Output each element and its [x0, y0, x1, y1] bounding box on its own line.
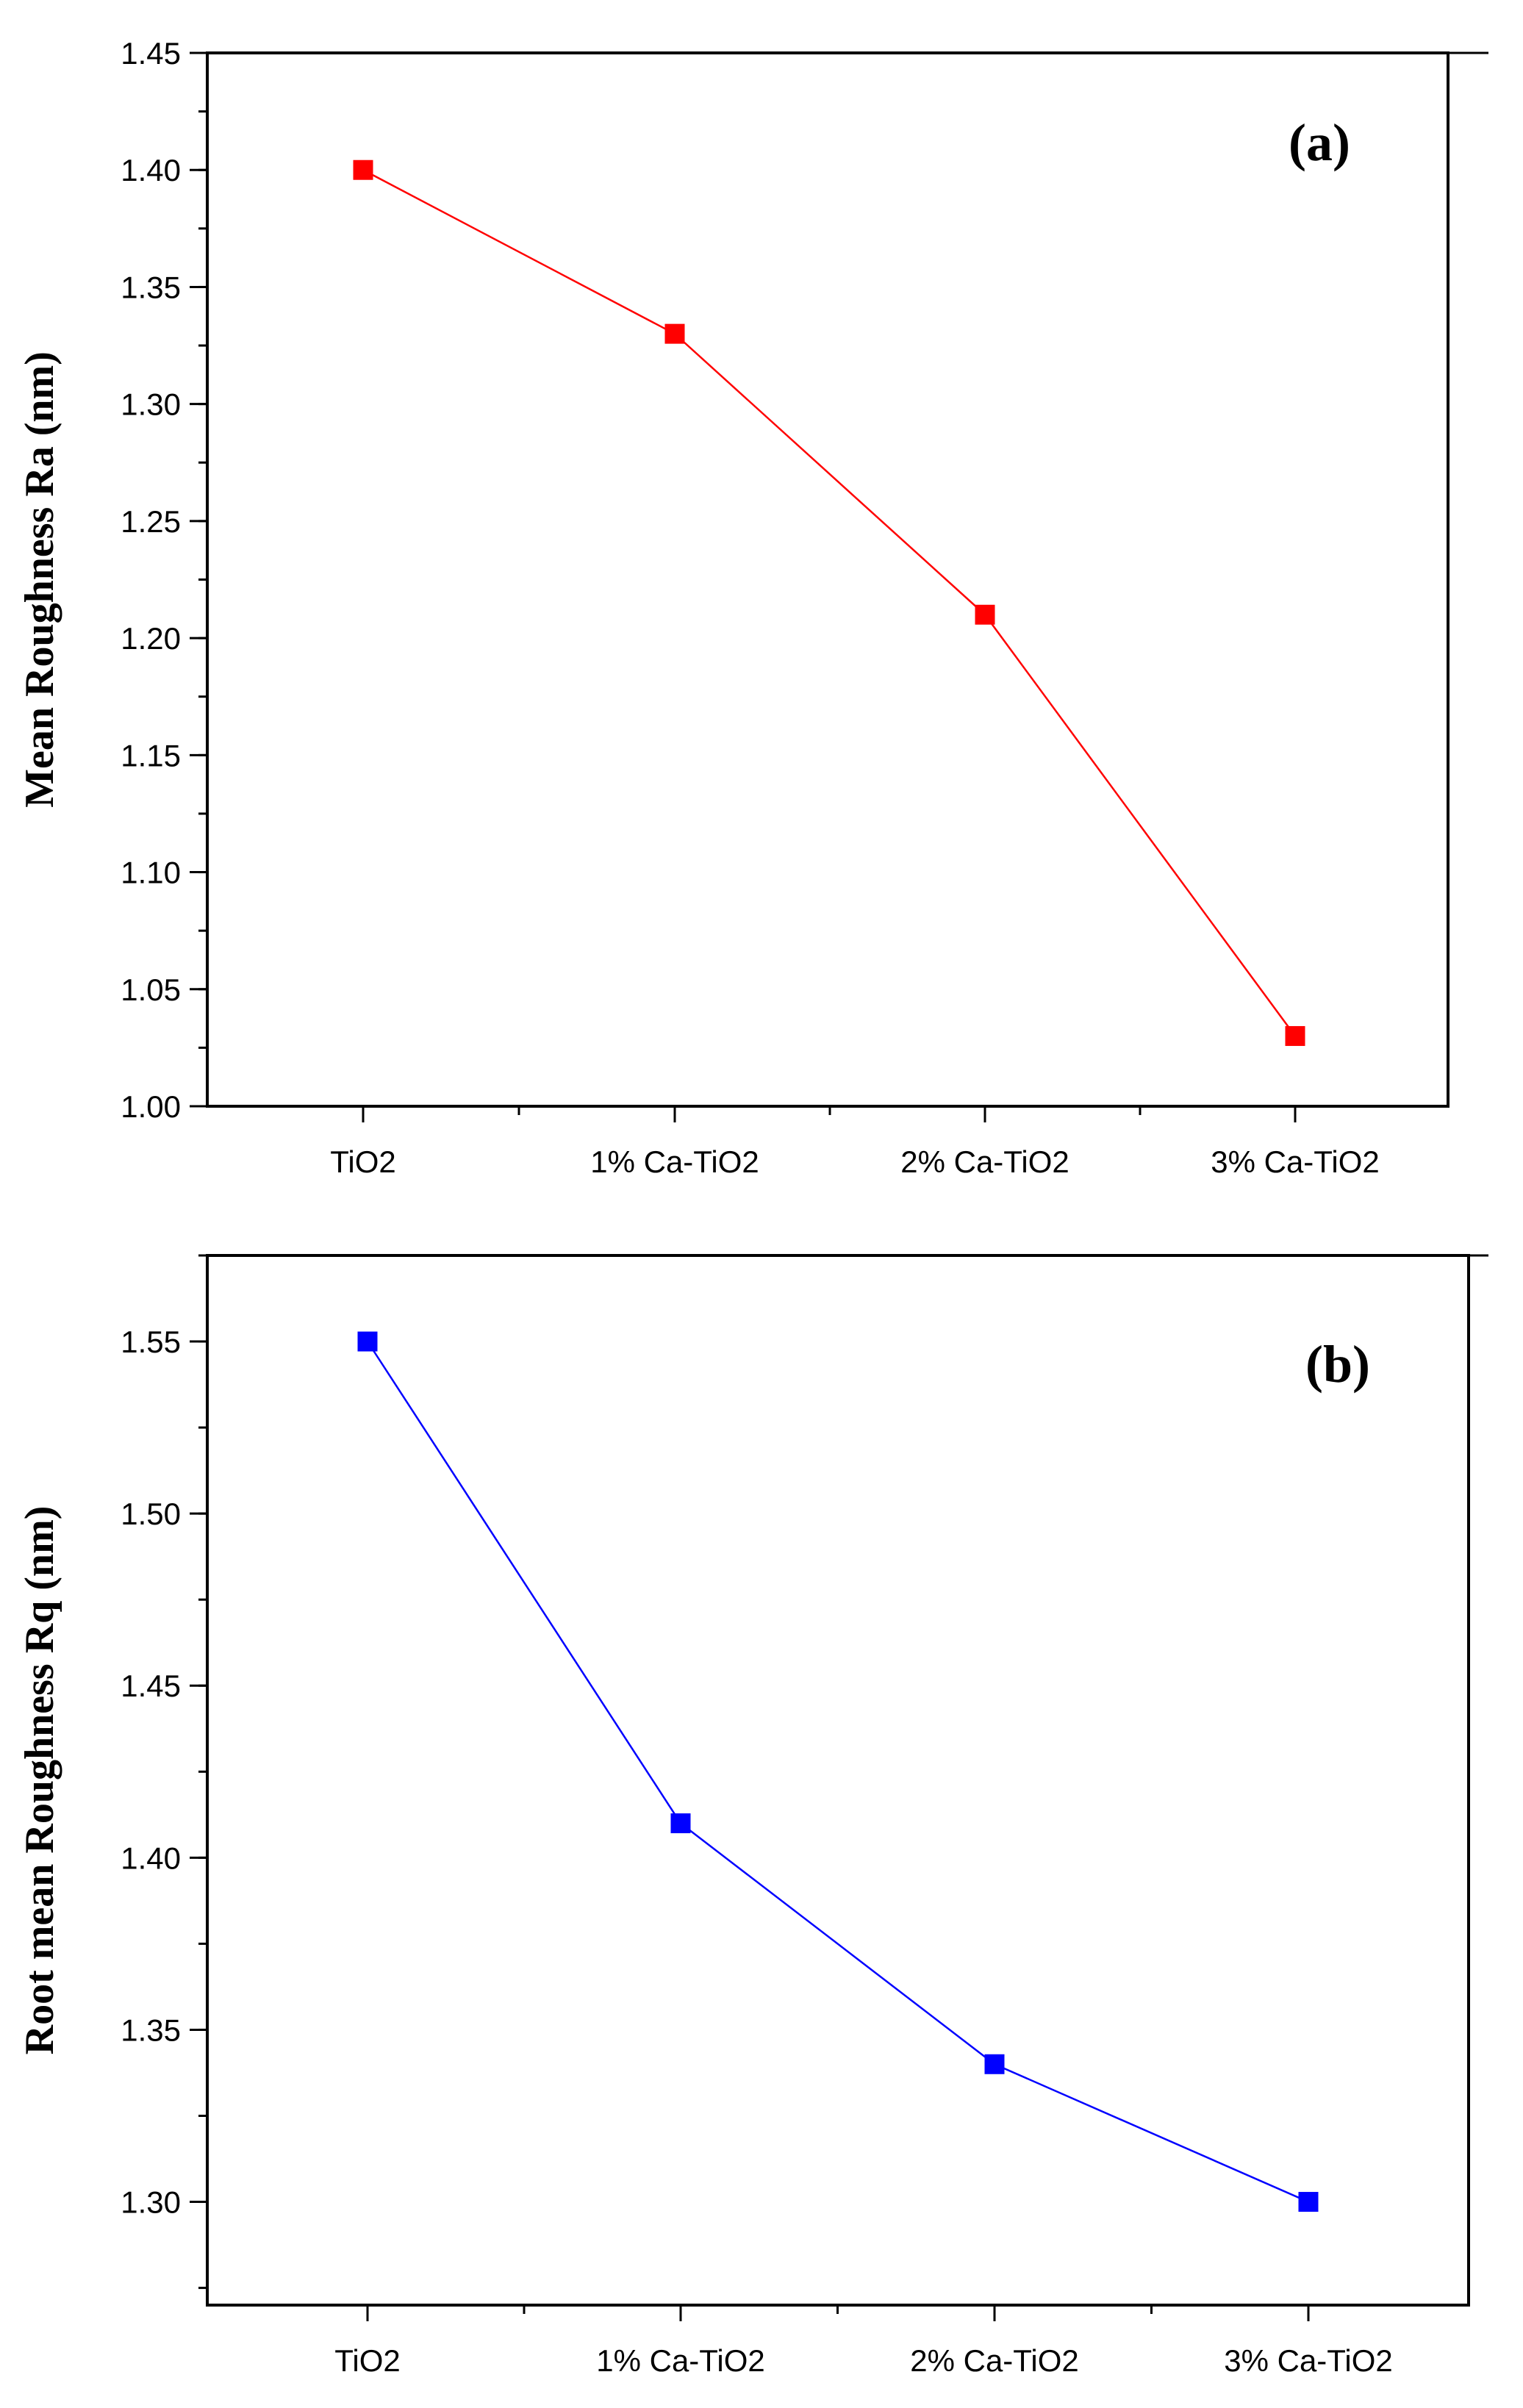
x-tick-label: 1% Ca-TiO2 — [596, 2343, 765, 2378]
chart-panel-b: 1.30 1.35 1.40 1.45 1.50 1.55 TiO2 1% Ca-TiO2 2%… — [17, 1254, 1488, 2378]
x-tick-label: 1% Ca-TiO2 — [590, 1144, 759, 1179]
y-tick-label: 1.45 — [121, 36, 181, 71]
y-tick-label: 1.30 — [121, 387, 181, 422]
y-axis-title: Root mean Roughness Rq (nm) — [17, 1506, 62, 2055]
data-point-marker — [975, 604, 995, 625]
data-point-marker — [357, 1331, 378, 1352]
y-tick-label: 1.15 — [121, 738, 181, 773]
data-point-marker — [670, 1813, 691, 1834]
series-line — [366, 1341, 1309, 2203]
x-tick-label: 3% Ca-TiO2 — [1211, 1144, 1380, 1179]
plot-frame — [206, 1254, 1470, 2307]
y-tick-label: 1.20 — [121, 621, 181, 656]
data-point-marker — [1298, 2192, 1319, 2212]
y-tick-label: 1.10 — [121, 856, 181, 890]
y-tick-label: 1.00 — [121, 1089, 181, 1124]
x-tick-label: 3% Ca-TiO2 — [1224, 2343, 1393, 2378]
y-tick-label: 1.45 — [121, 1669, 181, 1703]
y-tick-label: 1.50 — [121, 1497, 181, 1531]
y-tick-label: 1.40 — [121, 1841, 181, 1875]
y-tick-label: 1.40 — [121, 153, 181, 187]
y-tick-label: 1.30 — [121, 2185, 181, 2220]
y-tick-label: 1.35 — [121, 2013, 181, 2047]
x-tick-label: TiO2 — [334, 2343, 400, 2378]
data-point-marker — [664, 323, 685, 344]
panel-label: (a) — [1289, 113, 1350, 172]
data-point-marker — [353, 160, 373, 180]
x-tick-label: 2% Ca-TiO2 — [910, 2343, 1079, 2378]
y-axis-title: Mean Roughness Ra (nm) — [17, 351, 62, 808]
y-tick-label: 1.25 — [121, 504, 181, 539]
y-tick-label: 1.55 — [121, 1325, 181, 1359]
chart-panel-a: 1.00 1.05 1.10 1.15 1.20 1.25 1.30 1.35 1.40 1.45… — [17, 36, 1488, 1179]
y-tick-label: 1.35 — [121, 270, 181, 304]
data-point-marker — [1285, 1025, 1305, 1046]
series-line — [362, 169, 1297, 1037]
x-tick-label: 2% Ca-TiO2 — [900, 1144, 1069, 1179]
plot-frame — [206, 51, 1449, 1108]
x-tick-label: TiO2 — [330, 1144, 395, 1179]
data-point-marker — [984, 2054, 1005, 2074]
y-tick-label: 1.05 — [121, 972, 181, 1007]
panel-label: (b) — [1305, 1335, 1370, 1394]
